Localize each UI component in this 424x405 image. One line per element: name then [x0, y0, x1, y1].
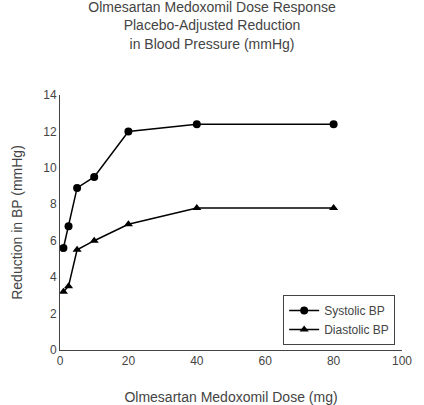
svg-text:2: 2 [50, 307, 57, 321]
svg-text:4: 4 [50, 270, 57, 284]
svg-text:40: 40 [190, 354, 204, 368]
svg-text:100: 100 [392, 354, 412, 368]
svg-text:Olmesartan Medoxomil Dose Resp: Olmesartan Medoxomil Dose ResponsePlaceb… [88, 0, 336, 52]
svg-text:0: 0 [50, 343, 57, 357]
svg-text:Diastolic BP: Diastolic BP [324, 323, 389, 337]
svg-text:60: 60 [259, 354, 273, 368]
svg-text:Systolic BP: Systolic BP [324, 304, 385, 318]
svg-text:80: 80 [327, 354, 341, 368]
svg-text:12: 12 [43, 125, 57, 139]
svg-text:10: 10 [43, 161, 57, 175]
svg-text:14: 14 [43, 88, 57, 102]
svg-text:0: 0 [57, 354, 64, 368]
svg-text:20: 20 [122, 354, 136, 368]
svg-text:Reduction in BP (mmHg): Reduction in BP (mmHg) [9, 145, 25, 300]
svg-text:6: 6 [50, 234, 57, 248]
svg-text:Olmesartan Medoxomil Dose (mg): Olmesartan Medoxomil Dose (mg) [124, 389, 337, 405]
svg-text:8: 8 [50, 197, 57, 211]
